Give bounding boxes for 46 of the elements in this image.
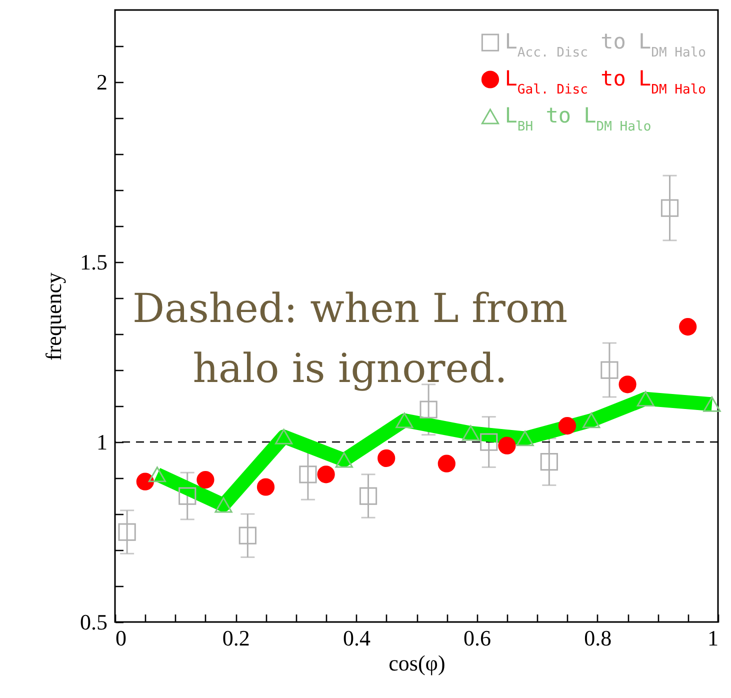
point — [238, 526, 256, 544]
x-tick-label: 0 — [116, 626, 126, 650]
legend-label: L$_{Gal. Disc}$ to L$_{DM Halo}$ — [504, 66, 706, 97]
point — [462, 425, 480, 441]
point — [178, 487, 196, 505]
point — [275, 428, 293, 444]
point — [679, 318, 697, 336]
x-tick-label: 0.2 — [222, 626, 250, 650]
point — [148, 466, 166, 482]
point — [136, 472, 154, 490]
point — [317, 466, 335, 484]
point — [636, 391, 654, 407]
point — [438, 454, 456, 472]
point — [498, 436, 516, 454]
y-tick-label: 0.5 — [80, 610, 108, 634]
y-tick-label: 1 — [96, 430, 108, 454]
point — [582, 412, 600, 428]
point — [660, 199, 679, 217]
point — [196, 471, 214, 489]
legend-label: L$_{Acc. Disc}$ to L$_{DM Halo}$ — [504, 30, 706, 60]
point — [540, 452, 558, 471]
annotation: Dashed: when L from halo is ignored. — [132, 286, 568, 392]
point — [378, 449, 396, 467]
point — [396, 412, 414, 428]
x-tick-label: 0.8 — [584, 626, 612, 650]
point — [214, 497, 232, 513]
point — [480, 433, 498, 451]
x-tick-label: 1 — [708, 626, 718, 650]
point — [118, 523, 136, 541]
point — [618, 376, 636, 394]
y-tick-label: 2 — [96, 70, 108, 94]
x-axis-title: cos(φ) — [388, 650, 446, 676]
point — [516, 430, 534, 446]
point — [256, 478, 275, 496]
point — [420, 400, 438, 418]
point — [558, 417, 576, 435]
legend-label: L$_{BH}$ to L$_{DM Halo}$ — [504, 104, 652, 134]
point — [299, 466, 317, 484]
point — [359, 487, 378, 505]
x-tick-label: 0.6 — [464, 626, 492, 650]
point — [703, 396, 721, 412]
point — [600, 361, 618, 379]
point — [335, 452, 353, 468]
y-axis-title: frequency — [41, 272, 66, 360]
x-tick-label: 0.4 — [342, 626, 370, 650]
y-tick-label: 1.5 — [80, 250, 108, 274]
